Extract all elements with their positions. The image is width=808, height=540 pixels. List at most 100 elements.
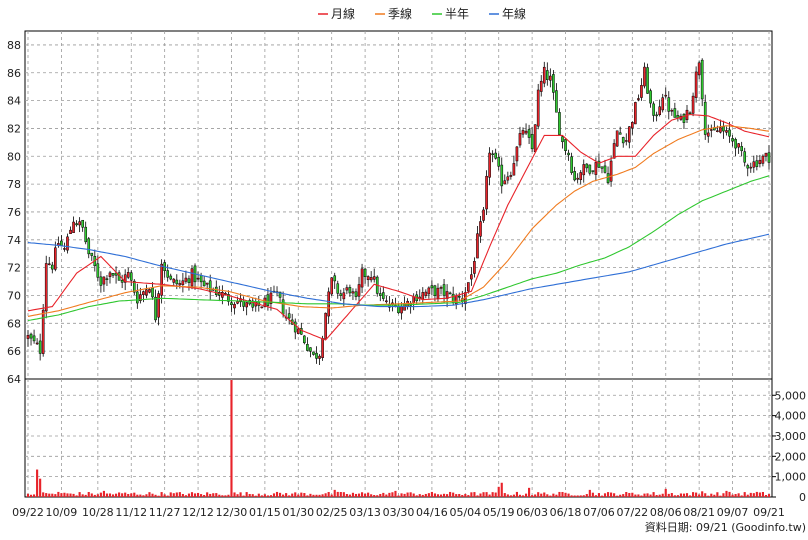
candle-body: [430, 285, 434, 289]
candle-body: [582, 164, 586, 176]
candle-body: [755, 160, 759, 167]
volume-bar: [500, 482, 503, 497]
candle-body: [330, 277, 334, 295]
volume-bar: [409, 492, 412, 497]
volume-bar: [746, 494, 749, 497]
candle-body: [703, 101, 707, 135]
candle-body: [576, 177, 579, 180]
volume-bar: [324, 493, 327, 497]
volume-bar: [257, 493, 260, 497]
volume-bar: [491, 492, 494, 497]
volume-bar: [93, 494, 96, 497]
volume-bar: [303, 493, 306, 497]
candle-body: [457, 295, 461, 298]
volume-bar: [260, 495, 263, 497]
volume-bar: [740, 495, 743, 497]
candle-body: [111, 273, 115, 276]
volume-bar: [209, 493, 212, 497]
volume-bar: [540, 493, 543, 497]
volume-tick-label: 2,000: [775, 450, 807, 463]
candle-body: [151, 287, 154, 298]
volume-bar: [105, 493, 109, 497]
volume-bar: [388, 492, 391, 497]
candle-body: [734, 139, 737, 149]
candle-body: [673, 108, 677, 118]
volume-bar: [673, 495, 676, 497]
price-tick-label: 86: [7, 67, 21, 80]
candle-body: [661, 97, 665, 111]
candle-body: [157, 293, 160, 318]
candle-body: [627, 126, 631, 143]
volume-bar: [57, 491, 60, 497]
price-axis-ticks: 64 66 68 70 72 74 76 78 80 82 84 86 88: [7, 39, 21, 386]
volume-bar: [710, 493, 713, 497]
volume-bar: [446, 494, 449, 497]
candle-body: [743, 151, 747, 163]
candle-body: [600, 166, 604, 169]
candle-body: [41, 309, 45, 354]
candle-body: [597, 160, 601, 168]
volume-bar: [266, 495, 269, 497]
volume-bar: [90, 493, 93, 497]
candle-body: [494, 152, 497, 159]
volume-bar: [606, 492, 610, 497]
price-tick-label: 70: [7, 289, 21, 302]
volume-bar: [488, 494, 491, 497]
candle-body: [603, 165, 607, 173]
candle-body: [552, 74, 555, 93]
volume-bar: [588, 489, 591, 497]
date-tick-label: 03/30: [383, 506, 415, 519]
candle-body: [129, 272, 133, 281]
volume-bar: [166, 495, 169, 497]
volume-bar: [333, 489, 336, 497]
volume-bar: [130, 493, 133, 497]
candle-body: [142, 291, 145, 295]
volume-bar: [667, 493, 670, 497]
candle-body: [561, 136, 564, 143]
volume-bar: [461, 495, 464, 497]
volume-bar: [637, 494, 640, 497]
date-tick-label: 06/18: [550, 506, 582, 519]
volume-bar: [658, 494, 661, 497]
candle-body: [266, 294, 270, 306]
candle-body: [400, 306, 403, 314]
candle-body: [269, 292, 273, 304]
volume-bar: [497, 486, 500, 497]
volume-bar: [585, 494, 588, 497]
volume-bar: [749, 492, 752, 497]
volume-tick-label: 4,000: [775, 410, 807, 423]
candle-body: [640, 85, 643, 98]
volume-tick-label: 1,000: [775, 471, 807, 484]
candle-body: [579, 172, 583, 180]
candle-body: [205, 282, 209, 285]
candle-body: [691, 95, 695, 114]
volume-bar: [36, 469, 39, 497]
candle-body: [227, 294, 230, 302]
volume-bar: [379, 493, 382, 497]
candlesticks: [26, 58, 771, 366]
candle-body: [500, 164, 504, 187]
candle-body: [573, 171, 576, 181]
date-tick-label: 02/25: [316, 506, 348, 519]
candle-body: [169, 275, 173, 280]
candle-body: [609, 160, 613, 182]
volume-bar: [26, 493, 30, 497]
candle-body: [716, 130, 719, 132]
candle-body: [214, 286, 218, 296]
candle-body: [342, 292, 346, 300]
candle-body: [54, 247, 57, 270]
volume-bar: [215, 493, 218, 497]
candle-body: [728, 129, 731, 137]
candle-body: [236, 301, 239, 304]
candle-body: [588, 164, 592, 174]
candle-body: [178, 283, 182, 286]
volume-bar: [124, 492, 127, 497]
volume-bar: [613, 493, 616, 497]
candle-body: [451, 293, 455, 303]
volume-bar: [442, 493, 446, 497]
candle-body: [29, 333, 33, 339]
candle-body: [224, 292, 227, 295]
candle-body: [245, 302, 248, 308]
candle-body: [378, 293, 382, 296]
volume-bar: [701, 491, 704, 497]
